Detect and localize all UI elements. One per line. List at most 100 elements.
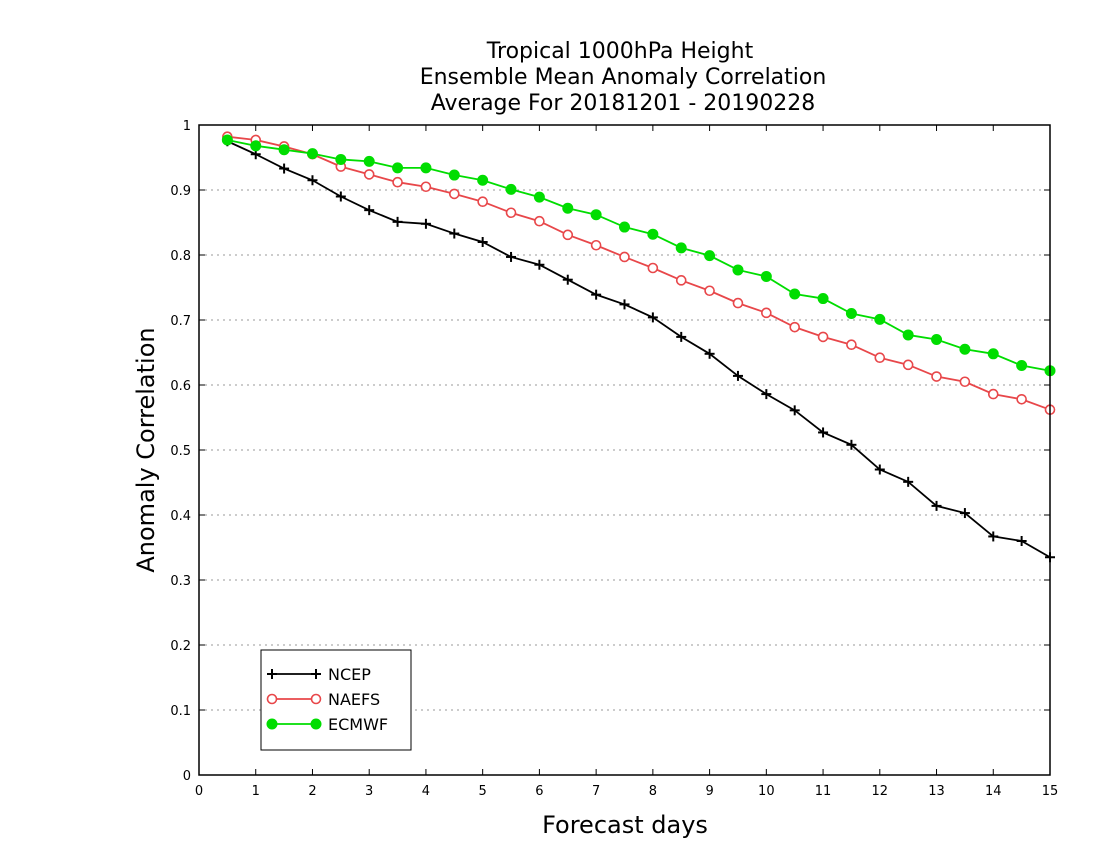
series-ecmwf [221,134,1056,377]
chart-title-line-3: Average For 20181201 - 20190228 [431,91,816,116]
data-point-naefs [761,307,772,319]
data-point-ecmwf [845,308,857,319]
data-point-naefs [647,262,659,274]
chart-title-line-2: Ensemble Mean Anomaly Correlation [420,65,827,90]
x-tick-label: 6 [535,784,543,799]
data-point-naefs [931,371,942,382]
data-point-ecmwf [505,183,517,195]
data-point-ecmwf [1016,360,1028,371]
data-point-naefs [590,239,602,251]
data-point-ecmwf [647,228,659,240]
data-point-ecmwf [448,169,460,181]
data-point-naefs [675,275,687,286]
data-point-ecmwf [987,348,999,360]
legend-marker-naefs [310,693,322,705]
data-point-ncep [818,427,829,438]
data-point-naefs [363,169,375,180]
data-point-ncep [789,405,800,416]
legend-marker-ncep [311,669,321,679]
data-point-naefs [477,196,488,207]
x-tick-label: 1 [252,784,260,799]
data-point-ncep [392,216,403,227]
data-point-ncep [307,175,318,186]
x-tick-label: 15 [1042,784,1059,799]
data-point-ncep [562,274,573,285]
data-point-naefs [392,176,403,188]
legend-marker-ncep [267,669,277,679]
series-ncep [222,136,1055,563]
y-tick-label: 0.1 [170,704,191,719]
data-point-ecmwf [874,313,886,325]
data-point-ecmwf [590,209,602,221]
x-tick-label: 14 [985,784,1002,799]
data-point-naefs [448,188,460,200]
data-point-ncep [506,251,517,262]
x-tick-label: 0 [195,784,203,799]
data-point-naefs [562,229,574,241]
data-point-ncep [477,237,488,247]
data-point-naefs [704,285,715,297]
x-tick-label: 7 [592,784,600,799]
data-point-ecmwf [760,270,772,282]
data-point-naefs [902,359,914,371]
data-point-ncep [449,228,460,239]
y-tick-label: 1 [183,119,191,134]
x-tick-label: 2 [308,784,316,799]
data-point-ecmwf [250,140,262,152]
legend-item-ecmwf: ECMWF [266,715,388,734]
data-point-ncep [988,531,999,542]
grid [199,189,1050,711]
data-point-ecmwf [902,329,914,341]
data-point-ecmwf [420,162,432,174]
x-tick-label: 9 [705,784,713,799]
data-point-naefs [817,331,829,343]
data-point-naefs [732,297,744,309]
series-line-ncep [226,140,1051,559]
x-tick-label: 13 [928,784,945,799]
data-point-ecmwf [789,288,801,300]
data-point-ecmwf [732,264,744,276]
legend-label-ncep: NCEP [328,665,371,684]
legend-marker-ecmwf [266,718,278,730]
legend-box [260,649,412,751]
data-point-ecmwf [675,242,687,254]
data-point-ecmwf [619,221,630,233]
series-naefs [222,131,1056,416]
data-point-ncep [931,500,942,511]
data-point-ecmwf [959,343,971,355]
data-point-ncep [874,464,885,475]
data-point-ncep [903,476,914,487]
data-point-ecmwf [562,202,574,214]
data-point-naefs [874,352,886,364]
data-point-ncep [761,389,772,400]
x-tick-label: 3 [365,784,373,799]
y-tick-label: 0 [183,769,191,784]
data-point-ecmwf [221,134,233,146]
data-point-ecmwf [817,293,829,305]
ticks: 00.10.20.30.40.50.60.70.80.910 1 2 3 4 5 6 7 8 9 1… [170,119,1058,799]
data-point-ecmwf [306,148,318,160]
data-point-ncep [591,289,602,300]
legend: NCEP NAEFS ECMWF [260,649,412,751]
data-point-ncep [364,205,375,216]
x-tick-label: 10 [758,784,775,799]
data-point-ncep [420,218,431,229]
data-point-ecmwf [392,162,404,174]
data-point-ncep [1016,536,1027,546]
data-point-ecmwf [931,334,943,345]
data-point-ncep [704,348,715,359]
data-point-ncep [846,439,857,450]
data-point-ncep [732,370,743,381]
data-point-ncep [619,299,630,310]
x-tick-label: 12 [872,784,889,799]
chart-title-line-1: Tropical 1000hPa Height [486,39,754,64]
legend-item-ncep: NCEP [267,665,371,684]
data-point-ecmwf [704,250,716,262]
y-axis-title: Anomaly Correlation [132,327,160,572]
data-point-naefs [420,181,432,193]
data-point-naefs [1016,393,1027,405]
y-tick-label: 0.4 [170,509,191,524]
data-point-ncep [647,312,658,323]
data-point-ncep [959,508,970,519]
legend-label-naefs: NAEFS [328,690,380,709]
